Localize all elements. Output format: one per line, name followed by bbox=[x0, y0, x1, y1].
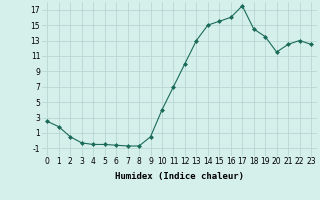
X-axis label: Humidex (Indice chaleur): Humidex (Indice chaleur) bbox=[115, 172, 244, 181]
